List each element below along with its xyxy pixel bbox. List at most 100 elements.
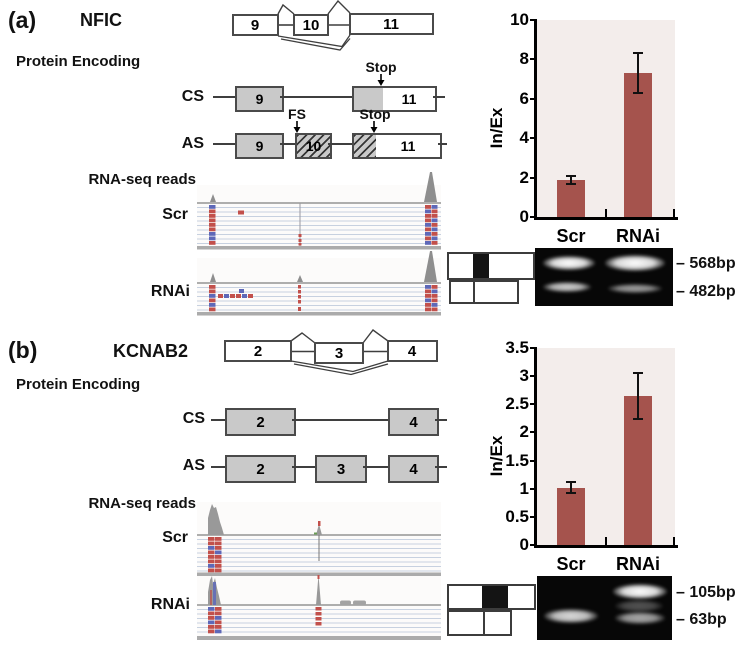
- stop-arrow-icon: [377, 74, 385, 86]
- exclusion-isoform-box-b: [447, 610, 512, 636]
- cs-exon-4-box-b: 4: [388, 408, 439, 436]
- inclusion-isoform-box-b: [447, 584, 536, 610]
- exon-skip-line-2: [280, 38, 351, 51]
- error-cap: [633, 52, 643, 55]
- band-size-label-568: – 568bp: [676, 255, 736, 272]
- read-row-horizontal: [218, 289, 253, 298]
- exon-10-box: [293, 14, 329, 36]
- x-tick-mark: [673, 209, 675, 217]
- error-cap: [566, 492, 576, 495]
- read-row-lines: [197, 207, 441, 244]
- exon-4-box: [387, 340, 438, 362]
- coverage-bump: [353, 600, 366, 605]
- cs-exon-2-box-b: 2: [225, 408, 296, 436]
- fs-label-a: FS: [288, 106, 306, 122]
- exon-3-box: [314, 342, 364, 364]
- flank-segment: [449, 254, 473, 278]
- exon-11-box: [349, 13, 434, 35]
- exon-skip-line-2: [293, 363, 389, 376]
- y-tick-mark: [530, 459, 537, 462]
- exon-skip-line: [290, 360, 389, 373]
- error-cap: [633, 371, 643, 374]
- y-tick-label: 4: [519, 128, 529, 148]
- y-tick-label: 3: [519, 366, 529, 386]
- single-read: [238, 210, 244, 215]
- junction-tip: [317, 575, 320, 579]
- junction-reads: [298, 234, 302, 246]
- intron-line: [211, 419, 225, 421]
- read-stack-right: [425, 285, 438, 312]
- error-cap: [566, 174, 576, 177]
- read-stack-right: [425, 205, 438, 245]
- exon-4-number: 4: [408, 343, 417, 360]
- frameshift-segment: [354, 135, 376, 157]
- track-bottom-bar: [197, 636, 441, 640]
- y-tick-label: 1: [519, 478, 529, 498]
- coverage-peak-mid: [316, 524, 322, 535]
- gel-band-glow-lane2: [615, 600, 663, 612]
- x-category-label: Scr: [556, 554, 586, 574]
- exon-number: 2: [256, 413, 265, 431]
- track-bottom-bar: [197, 312, 441, 316]
- junction-line: [318, 535, 320, 561]
- y-tick-label: 0: [519, 207, 529, 226]
- y-tick-label: 8: [519, 49, 529, 69]
- read-stack-left: [208, 537, 222, 573]
- x-category-label: Scr: [556, 226, 586, 246]
- cs-label-b: CS: [182, 410, 205, 427]
- intron-line: [433, 96, 445, 98]
- exon-number: 4: [409, 413, 418, 431]
- flank-segment: [485, 612, 510, 634]
- x-tick-mark: [605, 537, 607, 545]
- exon-number: 9: [255, 138, 264, 154]
- junction-reads: [298, 285, 301, 311]
- coverage-peaks: [210, 251, 437, 282]
- gene-diagram-a: 9 10 11: [232, 0, 434, 51]
- rnaseq-track-rnai-a: [197, 251, 441, 316]
- intron-line: [213, 96, 235, 98]
- cs-exon-9-box-a: 9: [235, 86, 284, 112]
- coverage-bump: [340, 600, 351, 605]
- y-tick-mark: [530, 97, 537, 100]
- exon-number: 3: [336, 460, 346, 478]
- y-tick-mark: [530, 431, 537, 434]
- splice-junction-10-11: [327, 0, 351, 15]
- y-tick-mark: [530, 58, 537, 61]
- protein-encoding-label-a: Protein Encoding: [16, 53, 141, 70]
- band-size-label-105: – 105bp: [676, 584, 736, 601]
- intron-line: [280, 96, 352, 98]
- as-exon-9-box-a: 9: [235, 133, 284, 159]
- rnaseq-track-rnai-b: [197, 575, 441, 640]
- as-exon-10-box-a: 10: [295, 133, 332, 159]
- intron-line: [213, 143, 235, 145]
- band-size-label-482: – 482bp: [676, 283, 736, 300]
- coverage-blue-stripe: [213, 582, 216, 605]
- y-tick-label: 2: [519, 167, 529, 187]
- coverage-baseline: [197, 202, 441, 204]
- as-exon-11-box-a: 11: [352, 133, 442, 159]
- coverage-peaks: [210, 172, 437, 202]
- y-tick-mark: [530, 137, 537, 140]
- exon-9-number: 9: [251, 17, 259, 34]
- gel-band-482-lane2: [608, 284, 662, 293]
- exon-number: 10: [305, 138, 322, 154]
- flank-segment: [449, 612, 485, 634]
- intron-line: [363, 466, 388, 468]
- as-label-b: AS: [182, 457, 205, 474]
- y-tick-label: 3.5: [505, 338, 529, 357]
- coverage-baseline: [197, 282, 441, 284]
- y-tick-label: 2: [519, 422, 529, 442]
- flank-segment: [489, 254, 533, 278]
- y-tick-mark: [530, 347, 537, 349]
- exclusion-isoform-box-a: [449, 280, 519, 304]
- y-axis: [534, 347, 537, 548]
- panel-label-b: (b): [8, 337, 38, 363]
- y-tick-mark: [530, 176, 537, 179]
- exon-9-box: [232, 14, 279, 36]
- gel-band-568-lane2: [605, 255, 665, 271]
- read-stack-left: [209, 285, 216, 312]
- splice-junction-3-4: [362, 329, 389, 344]
- gel-band-63-lane2: [615, 612, 665, 624]
- exon-number: 2: [256, 460, 265, 478]
- error-bar: [570, 481, 572, 494]
